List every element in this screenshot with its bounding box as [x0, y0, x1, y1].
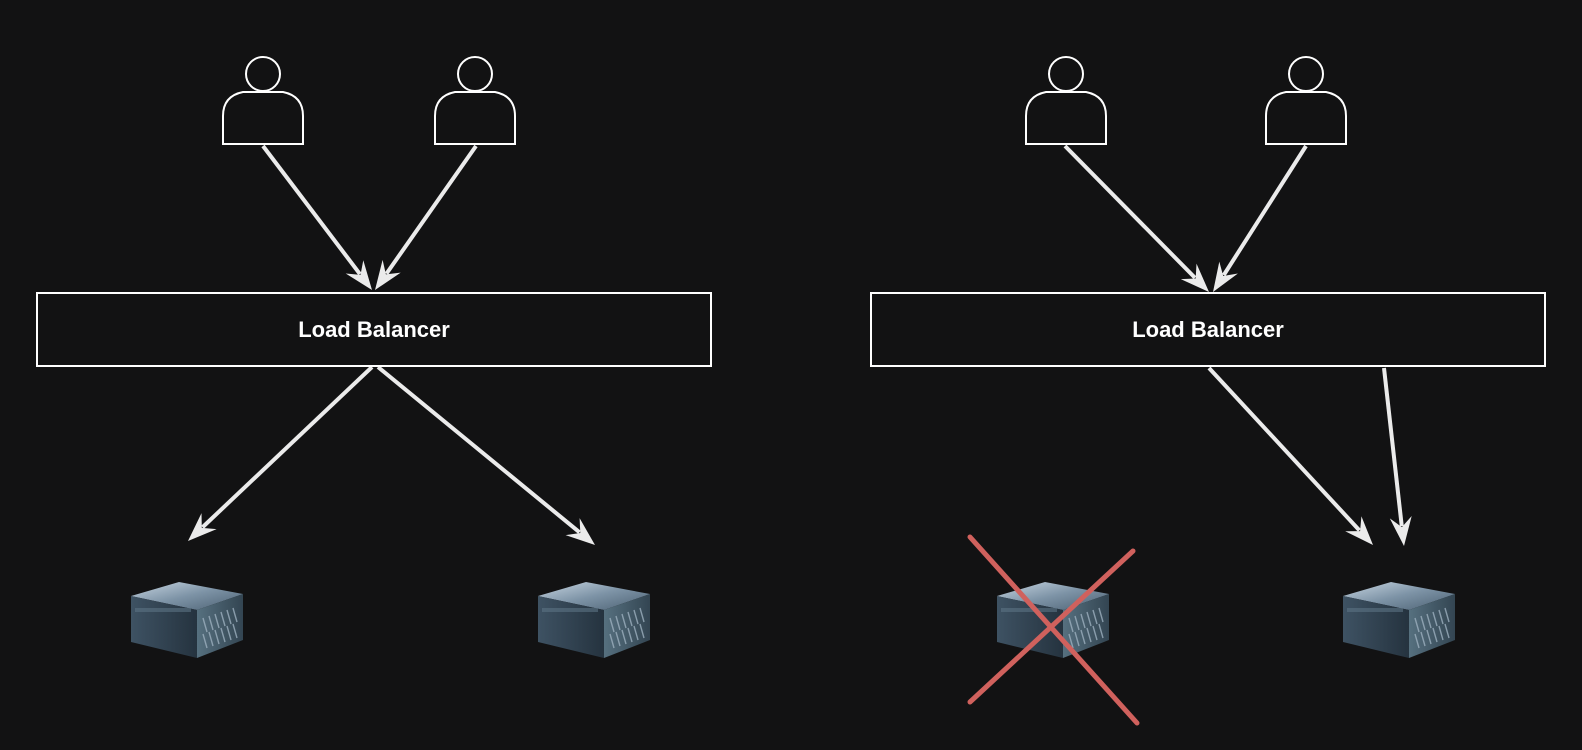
- server-icon: [1342, 581, 1456, 659]
- user-icon: [434, 56, 516, 145]
- connection-arrow: [1382, 367, 1412, 546]
- failure-cross-icon: [967, 534, 1140, 726]
- server-icon: [996, 581, 1110, 659]
- user-icon: [222, 56, 304, 145]
- user-icon: [1265, 56, 1347, 145]
- connection-arrows: [188, 144, 1412, 546]
- user-icon: [1025, 56, 1107, 145]
- load-balancer-label: Load Balancer: [298, 316, 450, 342]
- load-balancer: Load Balancer: [870, 292, 1546, 367]
- load-balancer-label: Load Balancer: [1132, 316, 1284, 342]
- load-balancer: Load Balancer: [36, 292, 712, 367]
- server-icon: [537, 581, 651, 659]
- connection-arrow: [1213, 144, 1308, 292]
- connection-arrow: [1207, 366, 1373, 545]
- server-icon: [130, 581, 244, 659]
- connection-arrow: [375, 144, 478, 290]
- connection-arrow: [261, 144, 372, 290]
- connection-arrow: [1063, 144, 1209, 292]
- connection-arrow: [376, 365, 595, 545]
- connection-arrow: [188, 365, 374, 541]
